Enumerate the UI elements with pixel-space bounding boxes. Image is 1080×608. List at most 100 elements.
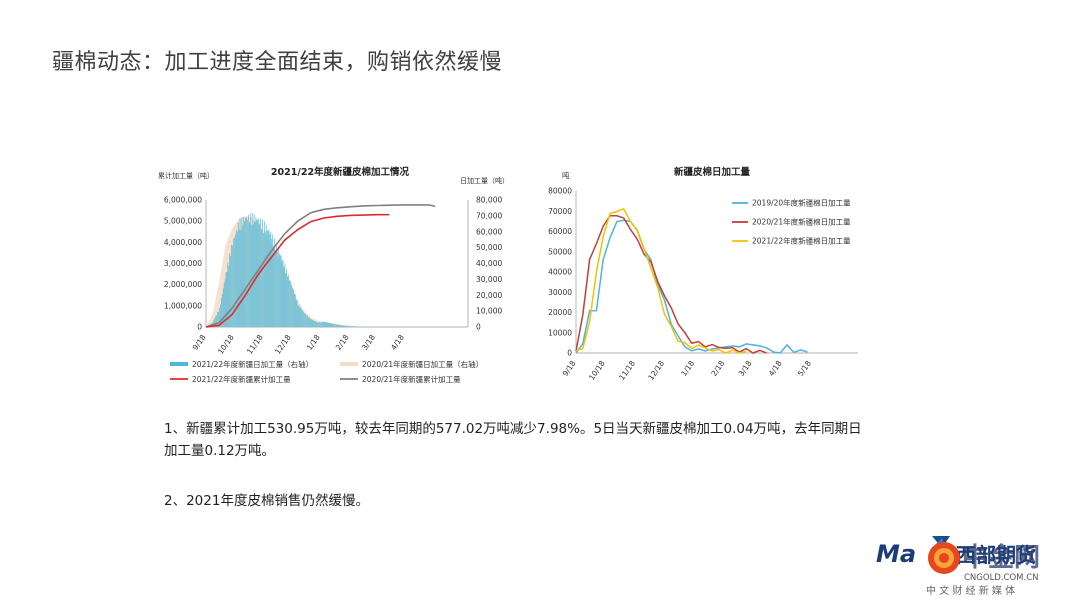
bar-2021-daily — [317, 322, 319, 327]
bar-2021-daily — [241, 217, 243, 327]
bar-2021-daily — [251, 212, 253, 327]
series-2021-line — [575, 207, 747, 354]
bar-2021-daily — [310, 319, 312, 327]
bar-2021-daily — [295, 300, 297, 327]
bar-2021-daily — [322, 322, 323, 327]
bar-2021-daily — [221, 294, 223, 327]
y-right-tick: 0 — [476, 323, 481, 332]
bar-2021-daily — [293, 289, 294, 327]
x-tick: 9/18 — [191, 333, 208, 352]
y-left-tick: 2,000,000 — [164, 280, 202, 289]
x-tick: 11/18 — [245, 333, 265, 356]
bar-2021-daily — [226, 271, 228, 327]
bar-2021-daily — [249, 222, 250, 327]
bar-2021-daily — [293, 293, 295, 327]
bar-2021-daily — [336, 324, 337, 327]
bar-2021-daily — [244, 220, 246, 327]
bar-2021-daily — [229, 253, 231, 327]
bar-2021-daily — [347, 326, 348, 327]
bar-2021-daily — [299, 307, 301, 327]
legend-label: 2020/21年度新疆棉日加工量 — [752, 217, 851, 227]
x-tick: 10/18 — [216, 333, 236, 356]
bar-2021-daily — [331, 323, 333, 327]
bar-2021-daily — [355, 326, 357, 327]
y-right-tick: 40,000 — [476, 259, 502, 268]
bar-2021-daily — [323, 321, 325, 327]
bar-2021-daily — [218, 311, 219, 327]
y-tick: 10000 — [548, 328, 572, 337]
bar-2021-daily — [290, 280, 291, 327]
bar-2021-daily — [259, 223, 260, 327]
bar-2021-daily — [279, 254, 281, 327]
bar-2021-daily — [342, 325, 344, 327]
bar-2021-daily — [353, 326, 355, 327]
x-tick: 3/18 — [360, 333, 377, 352]
bar-2021-daily — [238, 229, 240, 327]
bar-2021-daily — [261, 228, 262, 327]
series-2020-cumulative-line — [205, 204, 436, 328]
bar-2021-daily — [344, 325, 346, 327]
chart-left-ylabel-left: 累计加工量（吨） — [158, 171, 214, 180]
bar-2021-daily — [252, 224, 254, 327]
bar-2021-daily — [311, 320, 313, 327]
bar-2021-daily — [326, 322, 328, 327]
bar-2021-daily — [333, 323, 334, 327]
bar-2021-daily — [266, 230, 268, 327]
bar-2021-daily — [303, 311, 304, 327]
bar-2021-daily — [345, 325, 347, 327]
y-right-tick: 20,000 — [476, 291, 502, 300]
bar-2021-daily — [315, 321, 317, 327]
x-tick: 12/18 — [646, 359, 666, 382]
x-tick: 5/18 — [796, 359, 813, 378]
watermark-cn: 中金网 — [962, 542, 1040, 573]
y-tick: 70000 — [548, 207, 572, 216]
y-right-tick: 30,000 — [476, 275, 502, 284]
bar-2021-daily — [273, 245, 275, 327]
bar-2021-daily — [322, 321, 324, 327]
daily-processing-chart: 新疆皮棉日加工量 吨 0 10000 20000 30000 40000 50000 600… — [548, 166, 858, 382]
bar-2021-daily — [227, 262, 229, 327]
bar-2021-daily — [330, 323, 332, 327]
bar-2021-daily — [335, 324, 336, 327]
legend-swatch — [170, 362, 188, 366]
bar-2021-daily — [324, 321, 326, 327]
legend-swatch — [340, 362, 358, 366]
bar-2021-daily — [280, 256, 282, 327]
bar-2021-daily — [338, 325, 340, 327]
watermark-circle-icon — [928, 542, 960, 574]
bar-2021-daily — [318, 322, 319, 327]
series-2021-cumulative-line — [205, 213, 390, 328]
bar-2021-daily — [281, 260, 283, 327]
bar-2021-daily — [343, 325, 345, 327]
bar-2021-daily — [220, 304, 221, 327]
bar-2021-daily — [301, 309, 303, 327]
bar-2021-daily — [225, 272, 227, 327]
series-2019-line — [575, 219, 808, 354]
legend-label: 2021/22年度新疆日加工量（右轴） — [192, 359, 313, 369]
bar-2021-daily — [294, 294, 296, 327]
bar-2021-daily — [263, 232, 264, 327]
bar-2021-daily — [247, 219, 248, 327]
bar-2021-daily — [302, 310, 304, 327]
y-tick: 60000 — [548, 227, 572, 236]
bar-2021-daily — [337, 324, 339, 327]
bar-2021-daily — [348, 326, 349, 327]
y-left-tick: 4,000,000 — [164, 238, 202, 247]
bar-2021-daily — [354, 326, 356, 327]
bar-2021-daily — [351, 326, 352, 327]
x-tick: 9/18 — [561, 359, 578, 378]
chart-left-ylabel-right: 日加工量（吨） — [460, 176, 509, 185]
bar-2021-daily — [314, 321, 316, 327]
x-tick: 1/18 — [679, 359, 696, 378]
y-right-tick: 50,000 — [476, 243, 502, 252]
bar-2021-daily — [307, 317, 309, 327]
bar-2021-daily — [270, 231, 272, 327]
bar-2021-daily — [286, 268, 288, 327]
bar-2021-daily — [282, 259, 284, 327]
bar-2021-daily — [222, 288, 224, 327]
x-tick: 10/18 — [587, 359, 607, 382]
bar-2021-daily — [340, 325, 342, 327]
series-2020-line — [575, 214, 767, 354]
chart-right-title: 新疆皮棉日加工量 — [674, 166, 751, 178]
bar-2021-daily — [239, 218, 241, 327]
